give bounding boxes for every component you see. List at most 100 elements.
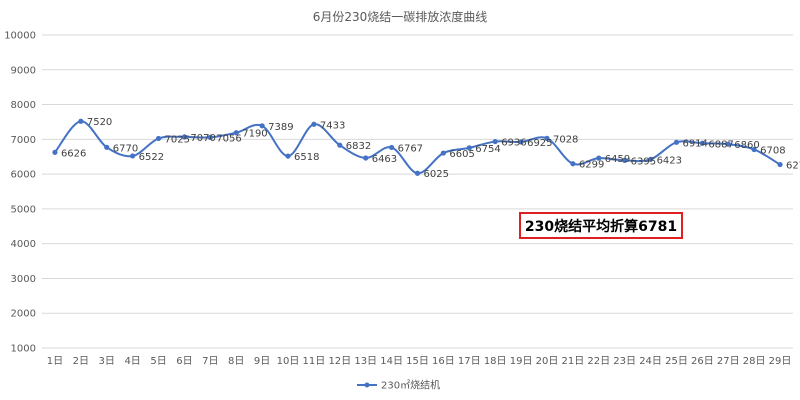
data-point — [52, 149, 58, 155]
x-tick-label: 12日 — [328, 356, 351, 367]
data-point — [363, 155, 369, 161]
data-point — [725, 141, 731, 147]
x-tick-label: 29日 — [769, 356, 792, 367]
x-tick-label: 5日 — [150, 356, 166, 367]
data-point — [389, 144, 395, 151]
x-tick-label: 10日 — [277, 356, 300, 367]
grid-lines — [42, 34, 793, 349]
x-tick-label: 26日 — [691, 356, 714, 367]
data-point — [337, 142, 343, 148]
data-point — [751, 146, 757, 153]
data-label: 6605 — [449, 149, 474, 160]
data-point — [104, 144, 110, 150]
data-point — [699, 140, 705, 146]
data-point — [311, 121, 317, 127]
data-label: 6770 — [113, 143, 138, 154]
data-point — [596, 155, 602, 161]
data-label: 6754 — [475, 144, 500, 155]
data-point — [570, 161, 576, 167]
y-tick-label: 6000 — [11, 170, 36, 181]
data-label: 6299 — [579, 160, 604, 171]
data-point — [622, 157, 628, 163]
x-tick-label: 8日 — [228, 356, 244, 367]
data-point — [492, 138, 498, 145]
x-tick-label: 4日 — [124, 356, 140, 367]
x-tick-label: 7日 — [202, 356, 218, 367]
data-label: 6626 — [61, 148, 86, 159]
data-label: 6936 — [501, 138, 526, 149]
x-tick-label: 6日 — [176, 356, 192, 367]
data-point — [259, 123, 265, 129]
y-tick-label: 10000 — [4, 31, 36, 42]
data-label: 6274 — [786, 161, 800, 172]
x-axis-ticks: 1日 2日 3日 4日 5日 6日 7日 8日 9日 10日 11日 12日 13日 14日 15日 16日 1… — [47, 356, 792, 367]
y-tick-label: 4000 — [11, 239, 36, 250]
y-tick-label: 1000 — [11, 344, 36, 355]
legend: 230㎡烧结机 — [357, 379, 440, 392]
data-label: 7070 — [190, 133, 215, 144]
data-label: 7028 — [553, 134, 578, 145]
x-tick-label: 25日 — [665, 356, 688, 367]
data-point — [78, 118, 84, 124]
data-point — [440, 150, 446, 156]
data-label: 7520 — [87, 117, 112, 128]
data-label: 6463 — [372, 154, 397, 165]
x-tick-label: 9日 — [254, 356, 270, 367]
data-point — [673, 139, 680, 145]
data-point — [233, 130, 239, 136]
legend-marker — [364, 382, 370, 388]
data-label: 6395 — [631, 156, 656, 167]
x-tick-label: 1日 — [47, 356, 63, 367]
chart-title: 6月份230烧结一碳排放浓度曲线 — [313, 9, 488, 24]
legend-label: 230㎡烧结机 — [381, 379, 440, 392]
y-tick-label: 5000 — [11, 204, 36, 215]
data-point — [181, 134, 188, 140]
data-point — [647, 156, 654, 163]
y-tick-label: 7000 — [11, 135, 36, 146]
x-tick-label: 21日 — [562, 356, 585, 367]
data-point — [777, 161, 783, 168]
y-axis-ticks: 1000 2000 3000 4000 5000 6000 7000 8000 9000 1000… — [4, 31, 36, 355]
data-label: 7389 — [268, 122, 293, 133]
average-annotation-text: 230烧结平均折算6781 — [524, 218, 678, 235]
y-tick-label: 9000 — [11, 65, 36, 76]
x-tick-label: 17日 — [458, 356, 481, 367]
data-point — [155, 135, 162, 142]
data-label: 6708 — [760, 145, 785, 156]
x-tick-label: 2日 — [73, 356, 89, 367]
data-label: 6925 — [527, 138, 552, 149]
data-label: 6423 — [657, 155, 682, 166]
data-label: 7190 — [242, 129, 267, 140]
data-label: 7056 — [216, 133, 241, 144]
data-point — [414, 170, 421, 176]
data-label: 6887 — [708, 139, 733, 150]
x-tick-label: 11日 — [303, 356, 326, 367]
data-label: 6832 — [346, 141, 371, 152]
x-tick-label: 14日 — [380, 356, 403, 367]
x-tick-label: 24日 — [639, 356, 662, 367]
data-label: 6914 — [682, 138, 707, 149]
data-point — [518, 139, 524, 145]
x-tick-label: 23日 — [613, 356, 636, 367]
x-tick-label: 3日 — [99, 356, 115, 367]
data-label: 6518 — [294, 152, 319, 163]
data-point — [285, 153, 291, 159]
x-tick-label: 28日 — [743, 356, 766, 367]
data-label: 6459 — [605, 154, 630, 165]
average-annotation: 230烧结平均折算6781 — [519, 212, 683, 239]
data-label: 6522 — [139, 152, 164, 163]
x-tick-label: 18日 — [484, 356, 507, 367]
data-point — [207, 134, 213, 140]
data-label: 6025 — [424, 169, 449, 180]
data-point — [466, 145, 472, 151]
data-point — [130, 153, 136, 159]
data-point — [544, 135, 550, 141]
data-label: 6767 — [398, 143, 423, 154]
data-label: 6860 — [734, 140, 759, 151]
x-tick-label: 27日 — [717, 356, 740, 367]
data-label: 7433 — [320, 120, 345, 131]
y-tick-label: 3000 — [11, 274, 36, 285]
x-tick-label: 13日 — [354, 356, 377, 367]
